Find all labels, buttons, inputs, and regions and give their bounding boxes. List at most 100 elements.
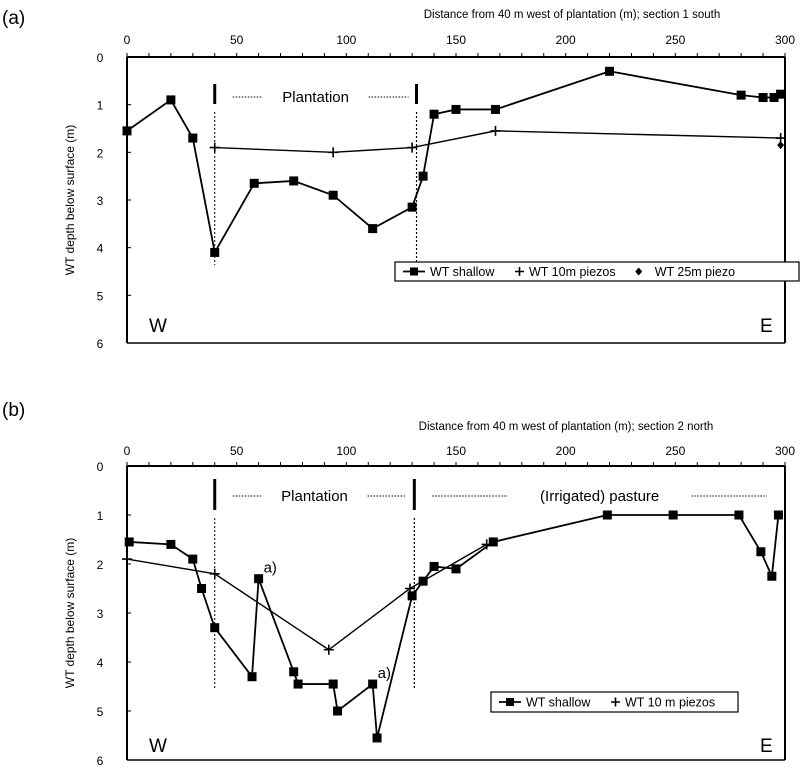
legend-entry-label: WT 25m piezo bbox=[655, 265, 735, 279]
series-line-wt-shallow bbox=[129, 514, 780, 739]
data-point-plus bbox=[122, 554, 132, 565]
data-point-square bbox=[407, 202, 417, 212]
panel-label: (a) bbox=[2, 8, 25, 29]
zone-label: Plantation bbox=[282, 89, 349, 106]
y-tick-label: 5 bbox=[97, 289, 104, 303]
data-point-square bbox=[293, 679, 303, 689]
west-label: W bbox=[149, 316, 167, 337]
data-point-square bbox=[602, 510, 612, 520]
east-label: E bbox=[760, 316, 773, 337]
x-tick-label: 200 bbox=[556, 33, 576, 47]
data-point-square bbox=[247, 672, 257, 682]
x-tick-label: 100 bbox=[336, 33, 356, 47]
data-point-square bbox=[124, 537, 134, 547]
data-point-square bbox=[773, 510, 783, 520]
data-point-square bbox=[122, 126, 132, 136]
annotation-label: a) bbox=[264, 560, 277, 577]
data-point-plus bbox=[404, 583, 415, 594]
data-point-square bbox=[451, 564, 461, 574]
x-tick-label: 150 bbox=[446, 444, 466, 458]
legend-entry-label: WT shallow bbox=[526, 696, 591, 710]
data-point-square bbox=[289, 176, 299, 186]
data-point-square bbox=[333, 706, 343, 716]
series-line-wt-shallow bbox=[126, 70, 782, 255]
data-point-square bbox=[769, 93, 779, 103]
y-tick-label: 1 bbox=[97, 99, 104, 113]
y-tick-label: 2 bbox=[97, 146, 104, 160]
data-point-square bbox=[605, 66, 615, 76]
y-tick-label: 0 bbox=[97, 460, 104, 474]
annotation-label: a) bbox=[378, 665, 391, 682]
panel-label: (b) bbox=[2, 400, 25, 421]
data-point-square bbox=[210, 247, 220, 257]
x-tick-label: 250 bbox=[665, 444, 685, 458]
data-point-square bbox=[372, 733, 382, 743]
y-tick-label: 4 bbox=[97, 242, 104, 256]
x-axis-title: Distance from 40 m west of plantation (m… bbox=[419, 421, 714, 433]
x-tick-label: 0 bbox=[124, 33, 131, 47]
data-point-plus bbox=[209, 568, 220, 579]
data-point-square bbox=[197, 584, 207, 593]
data-point-square bbox=[429, 109, 439, 119]
x-tick-label: 300 bbox=[775, 33, 795, 47]
y-tick-label: 3 bbox=[97, 194, 104, 208]
east-label: E bbox=[760, 736, 773, 757]
zone-label: Plantation bbox=[281, 488, 348, 505]
x-tick-label: 150 bbox=[446, 33, 466, 47]
legend-plus-marker bbox=[611, 697, 620, 707]
x-tick-label: 300 bbox=[775, 444, 795, 458]
data-point-square bbox=[254, 574, 264, 584]
data-point-plus bbox=[490, 125, 501, 136]
data-point-square bbox=[418, 171, 428, 181]
y-tick-label: 0 bbox=[97, 51, 104, 65]
y-tick-label: 2 bbox=[97, 558, 104, 572]
panel-a: (a) Distance from 40 m west of plantation… bbox=[2, 8, 800, 351]
x-tick-label: 200 bbox=[556, 444, 576, 458]
data-point-square bbox=[758, 93, 768, 103]
legend-diamond-marker bbox=[635, 267, 643, 276]
y-tick-label: 6 bbox=[97, 337, 104, 351]
x-tick-label: 0 bbox=[124, 444, 131, 458]
data-point-square bbox=[289, 667, 299, 677]
y-tick-label: 5 bbox=[97, 705, 104, 719]
data-point-square bbox=[166, 539, 176, 549]
zone-label: (Irrigated) pasture bbox=[540, 488, 659, 505]
west-label: W bbox=[149, 736, 167, 757]
legend-entry-label: WT 10m piezos bbox=[529, 265, 616, 279]
data-point-square bbox=[776, 89, 786, 99]
data-point-plus bbox=[323, 644, 334, 655]
data-point-plus bbox=[407, 142, 418, 153]
data-point-square bbox=[767, 571, 777, 581]
data-point-diamond bbox=[777, 141, 785, 150]
data-point-plus bbox=[328, 147, 339, 158]
data-point-square bbox=[210, 623, 220, 633]
data-point-square bbox=[429, 561, 439, 571]
data-point-square bbox=[756, 547, 766, 557]
legend-entry-label: WT 10 m piezos bbox=[625, 696, 715, 710]
data-point-square bbox=[368, 679, 378, 689]
legend-square-marker bbox=[410, 267, 418, 276]
series-line-wt-10-m-piezos bbox=[126, 543, 488, 651]
y-tick-label: 6 bbox=[97, 754, 104, 768]
data-point-square bbox=[488, 537, 498, 547]
data-point-square bbox=[368, 224, 378, 234]
y-tick-label: 1 bbox=[97, 509, 104, 523]
y-axis-title: WT depth below surface (m) bbox=[63, 125, 77, 276]
x-tick-label: 50 bbox=[230, 444, 244, 458]
y-tick-label: 4 bbox=[97, 656, 104, 670]
panel-b: (b) Distance from 40 m west of plantation… bbox=[2, 400, 795, 768]
y-axis-title: WT depth below surface (m) bbox=[63, 538, 77, 689]
x-tick-label: 100 bbox=[336, 444, 356, 458]
data-point-square bbox=[249, 178, 259, 188]
data-point-square bbox=[188, 133, 198, 143]
data-point-square bbox=[188, 554, 198, 564]
data-point-square bbox=[328, 190, 338, 200]
legend-entry-label: WT shallow bbox=[430, 265, 495, 279]
data-point-square bbox=[734, 510, 744, 520]
data-point-square bbox=[328, 679, 338, 689]
series-line-wt-10m-piezos bbox=[214, 130, 781, 154]
x-tick-label: 250 bbox=[665, 33, 685, 47]
data-point-square bbox=[407, 591, 417, 601]
legend-plus-marker bbox=[515, 267, 524, 276]
